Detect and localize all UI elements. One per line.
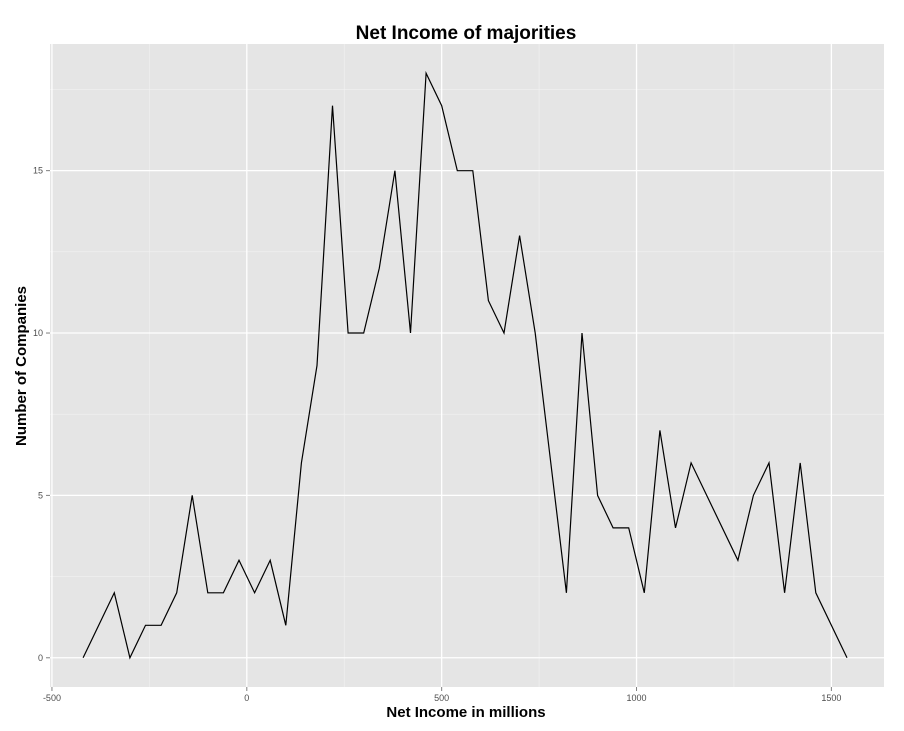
y-axis-title: Number of Companies: [13, 286, 30, 446]
minor-gridlines: [50, 44, 884, 687]
x-tick-label: -500: [43, 693, 61, 703]
y-tick-label: 10: [33, 328, 43, 338]
y-tick-label: 15: [33, 166, 43, 176]
x-tick-label: 500: [434, 693, 449, 703]
x-tick-label: 1000: [627, 693, 647, 703]
plot-panel: [50, 44, 884, 687]
y-tick-label: 0: [38, 653, 43, 663]
y-axis-ticks: 0 5 10 15: [33, 166, 50, 663]
x-tick-label: 1500: [821, 693, 841, 703]
chart-title: Net Income of majorities: [356, 23, 577, 44]
x-tick-label: 0: [244, 693, 249, 703]
x-axis-ticks: -500 0 500 1000 1500: [43, 687, 841, 703]
series-line: [82, 70, 848, 660]
y-tick-label: 5: [38, 490, 43, 500]
x-axis-title: Net Income in millions: [386, 704, 545, 721]
